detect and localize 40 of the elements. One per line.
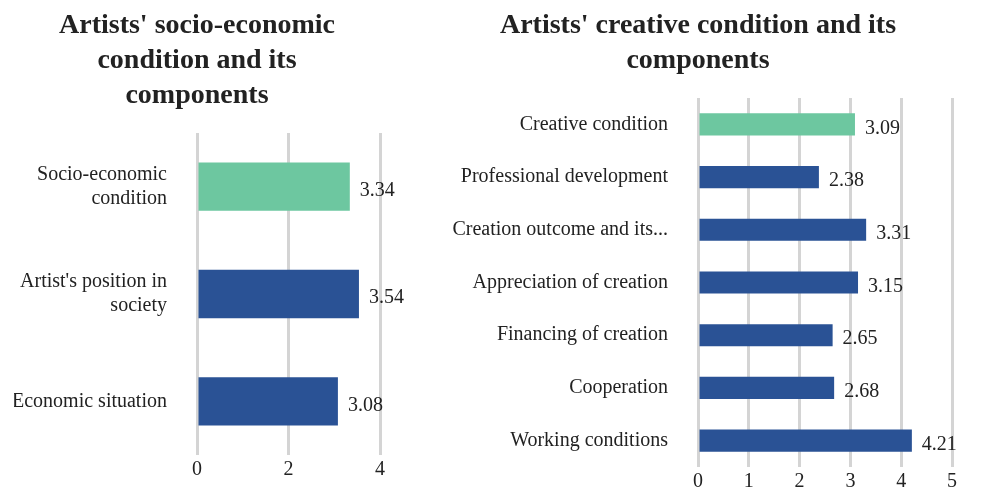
y-tick-label: Professional development	[460, 164, 669, 188]
y-tick-label: Appreciation of creation	[472, 269, 668, 293]
data-label: 3.15	[868, 273, 904, 296]
y-tick-label: Financing of creation	[496, 322, 668, 346]
y-tick-label: Creation outcome and its...	[452, 217, 668, 240]
data-label: 3.54	[368, 285, 404, 308]
y-tick-label: Creative condition	[519, 111, 668, 134]
x-tick-label: 3	[845, 469, 856, 492]
x-tick-label: 0	[192, 457, 202, 480]
data-label: 3.09	[864, 115, 900, 138]
x-tick-label: 5	[947, 469, 957, 492]
bar	[699, 429, 912, 452]
bar	[198, 377, 338, 426]
data-label: 3.34	[359, 177, 395, 200]
bar	[198, 269, 359, 319]
bar	[699, 166, 819, 189]
x-tick-label: 4	[375, 457, 385, 480]
data-label: 3.31	[876, 221, 912, 244]
bar	[699, 271, 859, 294]
data-label: 2.65	[842, 326, 878, 349]
x-tick-label: 1	[743, 469, 754, 492]
x-tick-label: 2	[283, 457, 294, 480]
data-label: 2.68	[844, 379, 880, 402]
bar	[699, 376, 835, 399]
data-label: 2.38	[828, 168, 864, 191]
y-tick-label: Cooperation	[569, 375, 668, 399]
chart-title: Artists' creative condition and its components	[499, 7, 897, 74]
x-tick-label: 0	[693, 469, 703, 492]
chart-title: Artists' socio-economic condition and its components	[58, 7, 336, 109]
bar	[699, 218, 867, 241]
bar	[198, 162, 350, 211]
bar	[699, 113, 855, 136]
data-label: 4.21	[921, 431, 957, 454]
y-tick-label: Socio-economic condition	[37, 161, 168, 208]
y-tick-label: Working conditions	[510, 427, 669, 451]
bar	[699, 324, 833, 347]
x-tick-label: 2	[794, 469, 805, 492]
data-label: 3.08	[347, 392, 383, 415]
x-tick-label: 4	[896, 469, 907, 492]
y-tick-label: Artist's position in society	[20, 269, 167, 317]
